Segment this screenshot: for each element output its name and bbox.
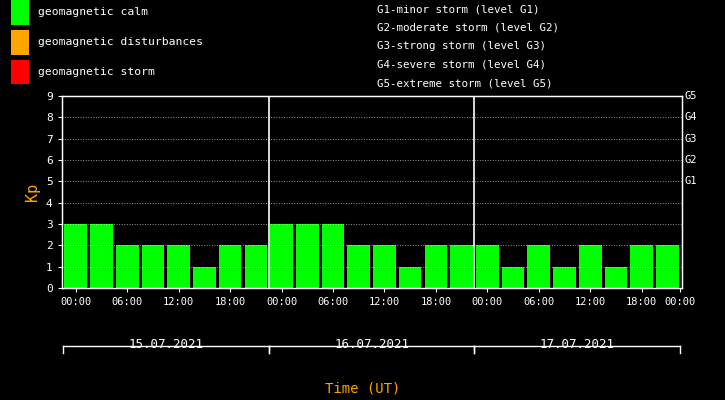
Text: G1-minor storm (level G1): G1-minor storm (level G1) <box>377 4 539 14</box>
Text: G2-moderate storm (level G2): G2-moderate storm (level G2) <box>377 23 559 33</box>
Text: geomagnetic calm: geomagnetic calm <box>38 7 148 17</box>
Bar <box>244 245 267 288</box>
Text: G1: G1 <box>684 176 697 186</box>
Text: G3: G3 <box>684 134 697 144</box>
Bar <box>553 267 576 288</box>
Bar <box>656 245 679 288</box>
Bar <box>65 224 87 288</box>
Bar <box>167 245 190 288</box>
Bar <box>11 30 29 54</box>
Bar <box>141 245 165 288</box>
Text: G2: G2 <box>684 155 697 165</box>
Bar <box>347 245 370 288</box>
Text: Time (UT): Time (UT) <box>325 382 400 396</box>
Bar <box>373 245 396 288</box>
Text: G5: G5 <box>684 91 697 101</box>
Bar <box>502 267 524 288</box>
Bar <box>476 245 499 288</box>
Bar <box>450 245 473 288</box>
Bar <box>425 245 447 288</box>
Bar <box>90 224 113 288</box>
Bar <box>11 60 29 84</box>
Text: G5-extreme storm (level G5): G5-extreme storm (level G5) <box>377 78 552 88</box>
Text: geomagnetic storm: geomagnetic storm <box>38 67 154 77</box>
Text: 15.07.2021: 15.07.2021 <box>128 338 203 351</box>
Bar <box>605 267 627 288</box>
Text: 16.07.2021: 16.07.2021 <box>334 338 409 351</box>
Bar <box>527 245 550 288</box>
Bar <box>116 245 138 288</box>
Bar <box>270 224 293 288</box>
Text: G4-severe storm (level G4): G4-severe storm (level G4) <box>377 60 546 70</box>
Text: G4: G4 <box>684 112 697 122</box>
Bar <box>579 245 602 288</box>
Bar <box>11 0 29 25</box>
Bar <box>399 267 421 288</box>
Text: G3-strong storm (level G3): G3-strong storm (level G3) <box>377 41 546 51</box>
Bar <box>296 224 318 288</box>
Text: 17.07.2021: 17.07.2021 <box>540 338 615 351</box>
Bar <box>322 224 344 288</box>
Bar <box>219 245 241 288</box>
Y-axis label: Kp: Kp <box>25 183 41 201</box>
Bar <box>193 267 216 288</box>
Bar <box>630 245 653 288</box>
Text: geomagnetic disturbances: geomagnetic disturbances <box>38 37 203 47</box>
